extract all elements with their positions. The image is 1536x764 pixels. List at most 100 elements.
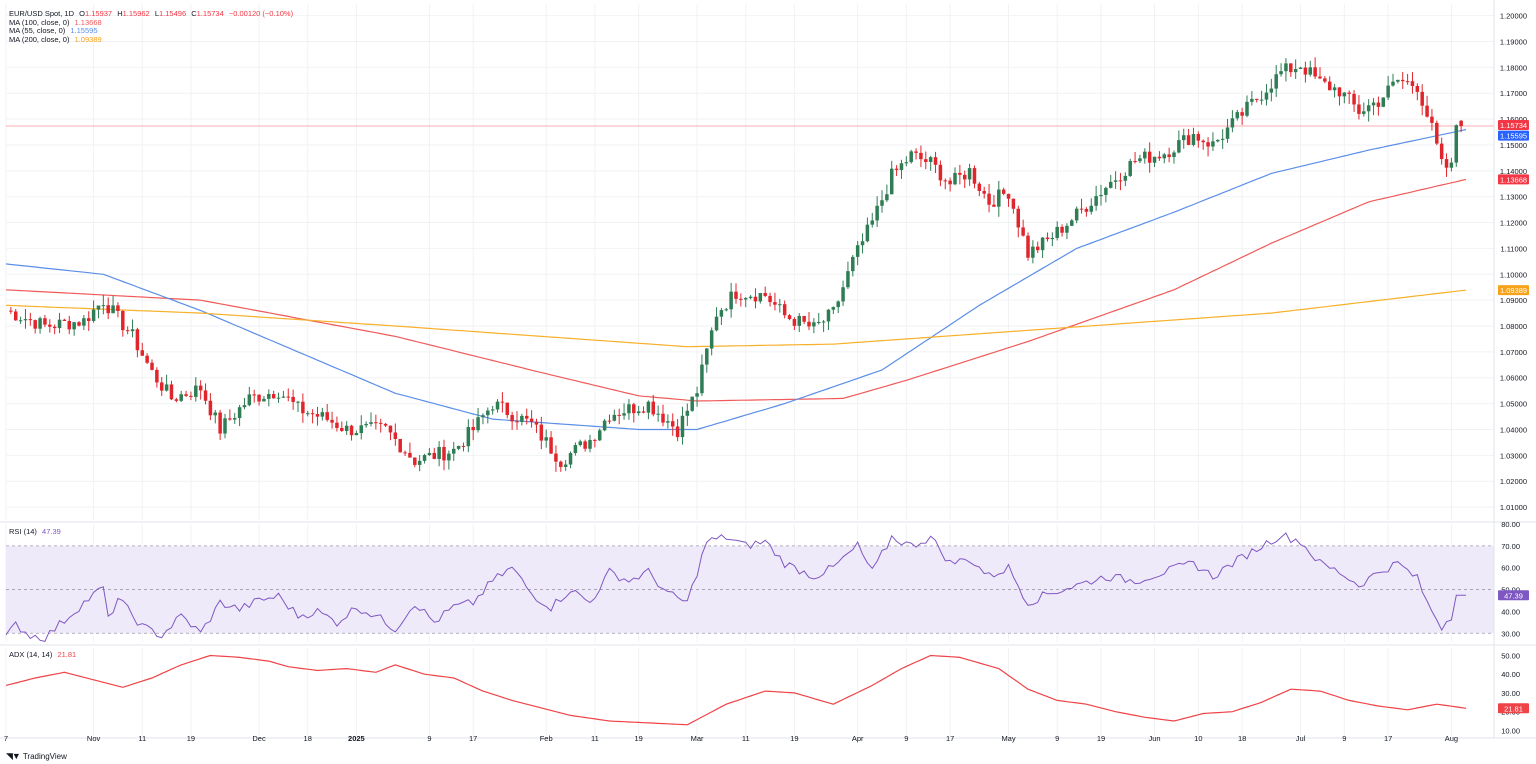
candle-body xyxy=(1420,91,1424,106)
candle-body xyxy=(646,401,651,413)
candle-body xyxy=(135,329,140,351)
candle-body xyxy=(1113,180,1118,182)
candle-body xyxy=(909,151,913,163)
candle-body xyxy=(442,446,446,461)
ma200-line xyxy=(5,289,1467,348)
candle-body xyxy=(661,413,665,423)
candle-body xyxy=(28,319,33,321)
adx-tick-label: 50.00 xyxy=(1501,651,1520,660)
legend-ma200-row[interactable]: MA (200, close, 0) 1.09389 xyxy=(9,35,105,44)
candle-body xyxy=(1410,81,1415,86)
candle-body xyxy=(91,309,96,321)
candle-body xyxy=(1031,246,1035,258)
candle-body xyxy=(1147,151,1152,163)
legend-ma200-label[interactable]: MA (200, close, 0) xyxy=(9,34,70,44)
candle-body xyxy=(1357,104,1361,114)
candle-body xyxy=(709,330,714,349)
candle-body xyxy=(203,390,208,401)
candle-body xyxy=(636,411,641,414)
candle-body xyxy=(48,324,52,327)
candlesticks xyxy=(9,57,1463,472)
candle-body xyxy=(1259,99,1264,101)
candle-body xyxy=(919,152,923,160)
legend-adx-row[interactable]: ADX (14, 14) 21.81 xyxy=(9,650,79,659)
legend-ma55-row[interactable]: MA (55, close, 0) 1.15595 xyxy=(9,26,101,35)
candle-body xyxy=(1454,125,1459,163)
candle-body xyxy=(714,316,719,331)
candle-body xyxy=(1435,122,1439,144)
candle-body xyxy=(578,441,583,446)
candle-body xyxy=(992,204,996,207)
rsi-line xyxy=(5,532,1466,642)
candle-body xyxy=(52,326,57,329)
price-tick-label: 1.15000 xyxy=(1500,141,1527,150)
candle-body xyxy=(223,418,227,434)
candle-body xyxy=(870,220,875,225)
candle-body xyxy=(1206,142,1210,147)
candle-body xyxy=(758,292,763,302)
legend-rsi-label[interactable]: RSI (14) xyxy=(9,527,37,536)
legend-ma100-row[interactable]: MA (100, close, 0) 1.13668 xyxy=(9,18,105,27)
candle-body xyxy=(914,151,918,153)
candle-body xyxy=(1400,79,1405,82)
candle-body xyxy=(700,364,704,394)
price-axis[interactable]: 1.20000 1.19000 1.18000 1.17000 1.16000 1.150… xyxy=(1500,12,1527,736)
candle-body xyxy=(588,439,592,449)
price-tick-label: 1.09000 xyxy=(1500,296,1527,305)
candle-body xyxy=(1366,105,1371,112)
candle-body xyxy=(1323,78,1327,82)
candle-body xyxy=(320,412,325,417)
candle-body xyxy=(408,452,412,458)
legend-change: −0.00120 (−0.10%) xyxy=(228,9,294,18)
candle-body xyxy=(169,384,174,400)
candle-body xyxy=(651,401,656,415)
candle-body xyxy=(1308,67,1313,75)
candle-body xyxy=(1172,152,1176,157)
legend-symbol-row[interactable]: EUR/USD Spot, 1D O1.15937 H1.15962 L1.15… xyxy=(9,9,296,18)
legend-adx-label[interactable]: ADX (14, 14) xyxy=(9,650,53,659)
time-tick-label: 18 xyxy=(304,734,312,743)
candle-body xyxy=(1094,196,1098,206)
candle-body xyxy=(632,404,636,414)
candle-body xyxy=(787,315,792,320)
candle-body xyxy=(378,422,383,424)
rsi-value-label-bg xyxy=(1498,590,1529,601)
legend-open: 1.15937 xyxy=(84,9,113,18)
candle-body xyxy=(466,427,471,447)
legend-close: 1.15734 xyxy=(196,9,224,18)
candle-body xyxy=(296,401,300,403)
ma55-price-label-bg xyxy=(1498,130,1529,141)
rsi-tick-label: 80.00 xyxy=(1501,520,1520,529)
candle-body xyxy=(232,418,237,420)
candle-body xyxy=(836,301,840,308)
candle-body xyxy=(855,245,860,257)
time-tick-label: Dec xyxy=(252,734,266,743)
legend-symbol[interactable]: EUR/USD Spot, 1D xyxy=(9,9,75,18)
candle-body xyxy=(1191,134,1196,145)
legend-ma55-label[interactable]: MA (55, close, 0) xyxy=(9,26,66,35)
legend-high: 1.15962 xyxy=(122,9,150,18)
time-tick-label: 2025 xyxy=(348,734,365,743)
candle-body xyxy=(315,414,320,417)
indicator-lines xyxy=(5,532,1467,726)
price-tick-label: 1.13000 xyxy=(1500,193,1527,202)
candle-body xyxy=(719,310,724,317)
legend-ma100-label[interactable]: MA (100, close, 0) xyxy=(9,17,70,27)
candle-body xyxy=(62,319,67,321)
candle-body xyxy=(413,457,417,465)
candle-body xyxy=(743,298,748,300)
legend-rsi-row[interactable]: RSI (14) 47.39 xyxy=(9,527,64,536)
candle-body xyxy=(1055,226,1059,238)
last-price-label-bg xyxy=(1498,119,1529,130)
candle-body xyxy=(1220,138,1225,140)
time-tick-label: 11 xyxy=(138,734,146,743)
time-tick-label: 19 xyxy=(187,734,195,743)
candle-body xyxy=(797,315,802,326)
candle-body xyxy=(1235,112,1240,119)
candle-body xyxy=(471,427,475,431)
time-axis[interactable]: 7 Nov 11 19 Dec 18 2025 9 17 Feb 11 19 Mar 11 19 Apr 9 17… xyxy=(4,734,1458,743)
candle-body xyxy=(524,415,529,419)
price-tick-label: 1.11000 xyxy=(1500,244,1527,253)
tradingview-branding[interactable]: ◥▼ TradingView xyxy=(6,751,67,762)
candle-body xyxy=(67,320,72,330)
